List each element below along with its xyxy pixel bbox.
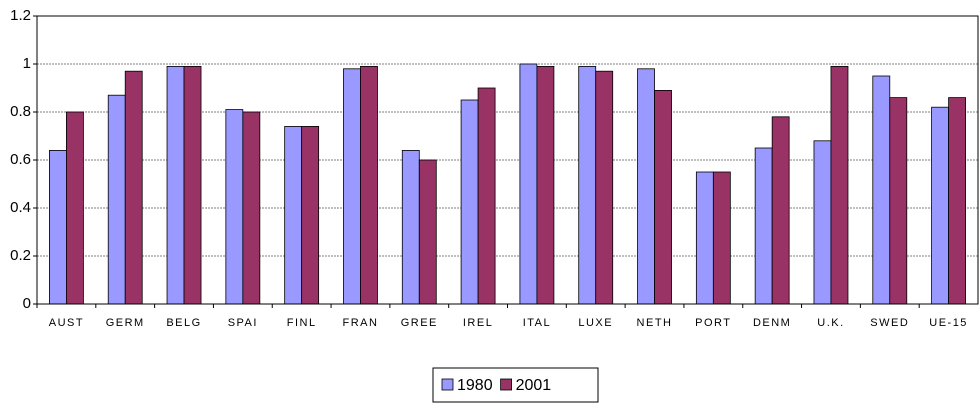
x-tick-label: PORT bbox=[695, 317, 731, 329]
bar bbox=[242, 111, 261, 305]
legend-label: 2001 bbox=[516, 377, 552, 394]
plot-frame bbox=[36, 15, 979, 305]
bar bbox=[695, 171, 714, 305]
bar bbox=[654, 90, 672, 305]
bar bbox=[578, 66, 597, 305]
bar bbox=[519, 63, 538, 305]
legend-swatch bbox=[441, 378, 454, 391]
x-tick-label: AUST bbox=[49, 317, 84, 329]
bar bbox=[637, 68, 655, 305]
bar bbox=[889, 97, 908, 305]
y-tick-label: 1 bbox=[23, 55, 31, 72]
bar bbox=[124, 70, 143, 305]
x-tick-label: NETH bbox=[637, 317, 673, 329]
y-tick-label: 0.2 bbox=[10, 247, 31, 264]
legend: 1980 2001 bbox=[441, 377, 552, 394]
bar bbox=[813, 140, 832, 305]
y-tick-label: 0.8 bbox=[10, 103, 31, 120]
bar bbox=[418, 159, 437, 305]
bar bbox=[754, 147, 773, 305]
bar bbox=[183, 66, 202, 305]
x-tick-label: FINL bbox=[287, 317, 317, 329]
x-tick-label: DENM bbox=[753, 317, 791, 329]
bar bbox=[948, 97, 966, 305]
bar bbox=[872, 75, 891, 305]
x-tick-label: ITAL bbox=[523, 317, 551, 329]
x-tick-label: U.K. bbox=[817, 317, 844, 329]
bar bbox=[284, 126, 303, 305]
y-tick-label: 1.2 bbox=[10, 7, 31, 24]
bar bbox=[595, 70, 614, 305]
bar bbox=[771, 116, 790, 305]
x-tick-label: BELG bbox=[166, 317, 201, 329]
x-tick-label: SPAI bbox=[228, 317, 258, 329]
legend-swatch bbox=[500, 378, 512, 391]
bar bbox=[477, 87, 496, 305]
x-tick-label: LUXE bbox=[578, 317, 613, 329]
bar bbox=[712, 171, 731, 305]
bar bbox=[225, 109, 244, 305]
bar bbox=[166, 66, 185, 305]
bar bbox=[343, 68, 361, 305]
legend-box bbox=[432, 367, 599, 403]
x-tick-label: UE-15 bbox=[929, 317, 968, 329]
x-tick-label: GERM bbox=[106, 317, 145, 329]
bar bbox=[931, 106, 949, 305]
x-tick-label: SWED bbox=[870, 317, 909, 329]
bar bbox=[66, 111, 84, 305]
x-tick-label: IREL bbox=[463, 317, 493, 329]
bar bbox=[536, 66, 555, 305]
bar bbox=[301, 126, 320, 305]
legend-label: 1980 bbox=[457, 377, 493, 394]
bar bbox=[360, 66, 378, 305]
y-tick-label: 0.6 bbox=[10, 151, 31, 168]
x-tick-label: FRAN bbox=[342, 317, 378, 329]
y-tick-label: 0.4 bbox=[10, 199, 31, 216]
bar bbox=[49, 149, 67, 305]
bar bbox=[830, 66, 849, 305]
x-tick-label: GREE bbox=[401, 317, 438, 329]
bar bbox=[460, 99, 479, 305]
y-tick-label: 0 bbox=[23, 295, 31, 312]
bar bbox=[401, 149, 420, 305]
bars bbox=[49, 63, 966, 305]
bar bbox=[107, 94, 126, 305]
